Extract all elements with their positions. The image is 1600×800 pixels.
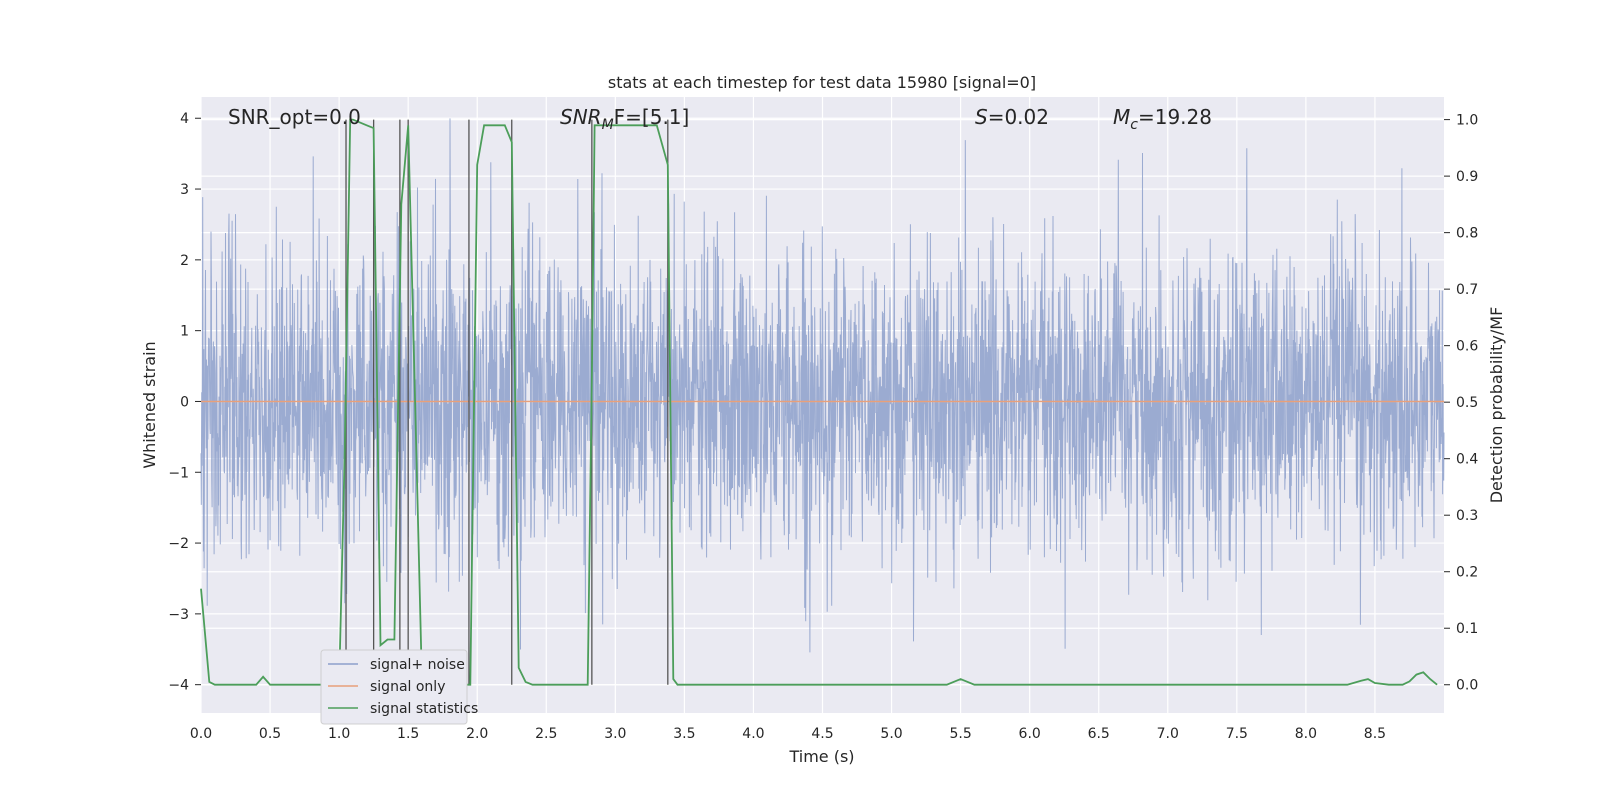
annotation-snr-mf-main: SNR — [560, 105, 602, 129]
x-tick-label-15: 7.5 — [1226, 726, 1248, 742]
x-tick-label-0: 0.0 — [190, 726, 212, 742]
annotation-mc-main: M — [1113, 105, 1130, 129]
y-tick-label-3: −1 — [168, 465, 189, 481]
annotation-mc-rest: =19.28 — [1138, 105, 1212, 129]
x-tick-label-13: 6.5 — [1088, 726, 1110, 742]
legend-label-signal-noise: signal+ noise — [370, 657, 465, 673]
y2-tick-label-5: 0.5 — [1456, 395, 1478, 411]
x-tick-label-11: 5.5 — [949, 726, 971, 742]
x-tick-label-6: 3.0 — [604, 726, 626, 742]
y-tick-label-8: 4 — [180, 111, 189, 127]
x-tick-label-16: 8.0 — [1295, 726, 1317, 742]
annotation-s: S=0.02 — [975, 105, 1049, 129]
annotation-snr-mf: SNRMF=[5.1] — [560, 105, 689, 133]
annotation-snr-opt: SNR_opt=0.0 — [228, 105, 361, 129]
y2-tick-label-9: 0.9 — [1456, 169, 1478, 185]
x-tick-label-10: 5.0 — [880, 726, 902, 742]
y2-tick-label-7: 0.7 — [1456, 282, 1478, 298]
y2-tick-label-8: 0.8 — [1456, 226, 1478, 242]
y-tick-label-4: 0 — [180, 394, 189, 410]
x-tick-label-4: 2.0 — [466, 726, 488, 742]
y-tick-labels: −4 −3 −2 −1 0 1 2 3 4 — [168, 111, 201, 694]
annotation-mc-sub: c — [1130, 117, 1138, 133]
y-axis-title: Whitened strain — [140, 341, 159, 468]
x-tick-label-3: 1.5 — [397, 726, 419, 742]
x-axis-title: Time (s) — [788, 747, 854, 766]
annotation-snr-mf-rest: F=[5.1] — [614, 105, 690, 129]
y-tick-label-7: 3 — [180, 182, 189, 198]
y-tick-label-0: −4 — [168, 678, 189, 694]
annotation-snr-mf-sub: M — [602, 117, 614, 133]
y2-tick-label-3: 0.3 — [1456, 508, 1478, 524]
legend-label-signal-statistics: signal statistics — [370, 701, 478, 717]
x-tick-label-5: 2.5 — [535, 726, 557, 742]
y2-tick-label-4: 0.4 — [1456, 452, 1478, 468]
y2-tick-label-10: 1.0 — [1456, 113, 1478, 129]
annotation-s-main: S — [975, 105, 988, 129]
x-tick-label-12: 6.0 — [1019, 726, 1041, 742]
x-tick-label-7: 3.5 — [673, 726, 695, 742]
y2-tick-label-0: 0.0 — [1456, 678, 1478, 694]
x-tick-labels: 0.0 0.5 1.0 1.5 2.0 2.5 3.0 3.5 4.0 4.5 5.0 5.5 6.0 6… — [190, 726, 1386, 742]
x-tick-label-1: 0.5 — [259, 726, 281, 742]
annotation-s-rest: =0.02 — [988, 105, 1049, 129]
x-tick-label-8: 4.0 — [742, 726, 764, 742]
y2-tick-labels: 0.0 0.1 0.2 0.3 0.4 0.5 0.6 0.7 0.8 0.9 1.0 — [1444, 113, 1478, 694]
x-tick-label-14: 7.0 — [1157, 726, 1179, 742]
y-tick-label-1: −3 — [168, 607, 189, 623]
legend-label-signal-only: signal only — [370, 679, 445, 695]
y2-tick-label-2: 0.2 — [1456, 565, 1478, 581]
x-tick-label-9: 4.5 — [811, 726, 833, 742]
y2-axis-title: Detection probability/MF — [1487, 307, 1506, 504]
chart-title: stats at each timestep for test data 159… — [608, 73, 1036, 92]
y-tick-label-5: 1 — [180, 324, 189, 340]
x-tick-label-2: 1.0 — [328, 726, 350, 742]
annotation-mc: Mc=19.28 — [1113, 105, 1212, 133]
legend-box — [320, 649, 468, 725]
y2-tick-label-1: 0.1 — [1456, 621, 1478, 637]
y2-tick-label-6: 0.6 — [1456, 339, 1478, 355]
x-tick-label-17: 8.5 — [1364, 726, 1386, 742]
y-tick-label-2: −2 — [168, 536, 189, 552]
legend: signal+ noise signal only signal statist… — [320, 649, 478, 725]
y-tick-label-6: 2 — [180, 253, 189, 269]
